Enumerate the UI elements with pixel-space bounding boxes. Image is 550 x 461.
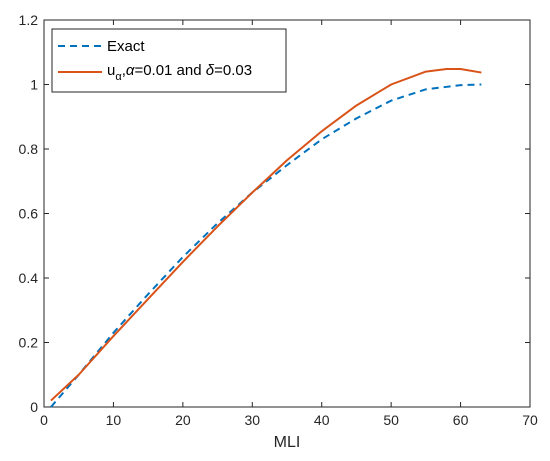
y-tick-label: 0.8	[19, 141, 39, 157]
x-tick-label: 60	[453, 412, 469, 428]
y-tick-label: 1.2	[19, 12, 39, 28]
legend-comma: ,	[122, 62, 126, 79]
legend-alpha: α	[126, 62, 135, 79]
legend-box	[51, 28, 287, 93]
legend-alpha-value: =0.01 and	[134, 62, 205, 79]
series-layer	[50, 68, 482, 408]
x-tick-label: 40	[314, 412, 330, 428]
legend-u: u	[107, 62, 115, 79]
x-tick-label: 0	[40, 412, 48, 428]
y-tick-label: 0.6	[19, 206, 39, 222]
x-tick-label: 50	[383, 412, 399, 428]
x-axis-label: MLI	[274, 434, 301, 451]
legend-entry-u-alpha: uα,α=0.01 and δ=0.03	[107, 62, 252, 83]
x-tick-label: 10	[106, 412, 122, 428]
y-tick-label: 0.2	[19, 335, 39, 351]
x-tick-label: 20	[175, 412, 191, 428]
legend-delta-value: =0.03	[214, 62, 252, 79]
y-tick-label: 0.4	[19, 270, 39, 286]
x-tick-label: 30	[244, 412, 260, 428]
legend: Exact uα,α=0.01 and δ=0.03	[51, 28, 287, 93]
legend-delta: δ	[206, 62, 215, 79]
y-tick-label: 0	[30, 399, 38, 415]
legend-entry-exact: Exact	[107, 38, 145, 55]
series-line-exact	[50, 83, 482, 408]
ticks-layer: 0 10 20 30 40 50 60 70 0 0.2 0.4 0.6 0.8 1 1.2	[19, 12, 538, 428]
series-line-u-alpha	[50, 68, 482, 402]
legend-u-subscript: α	[115, 71, 122, 83]
x-tick-label: 70	[522, 412, 538, 428]
y-tick-label: 1	[30, 77, 38, 93]
